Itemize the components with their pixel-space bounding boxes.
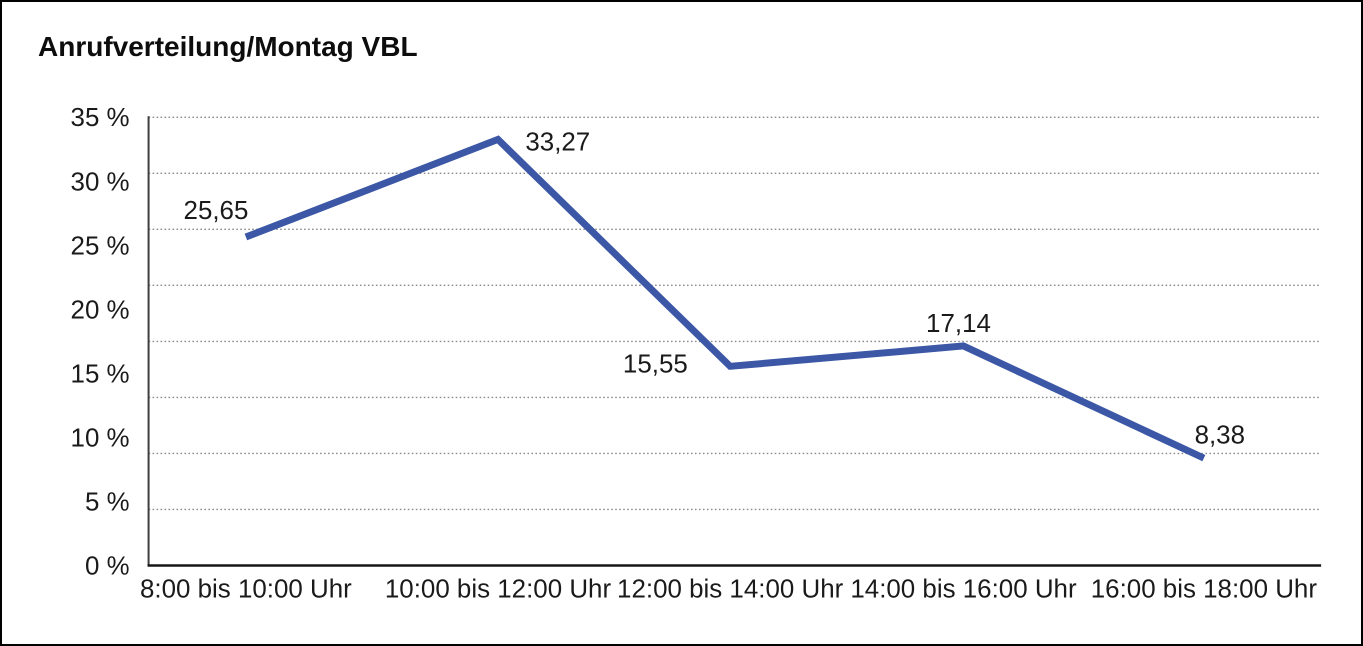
y-tick-label: 10 % [71,424,130,452]
chart-title: Anrufverteilung/Montag VBL [38,31,418,62]
x-category-label: 14:00 bis 16:00 Uhr [850,575,1077,603]
x-category-label: 16:00 bis 18:00 Uhr [1091,575,1318,603]
y-tick-label: 25 % [71,232,130,260]
data-label: 17,14 [926,310,991,338]
y-tick-label: 5 % [85,488,130,516]
y-tick-label: 0 % [85,552,130,580]
y-tick-label: 30 % [71,168,130,196]
x-category-label: 10:00 bis 12:00 Uhr [385,575,612,603]
data-label: 25,65 [184,197,249,225]
y-tick-label: 35 % [71,104,130,132]
y-tick-label: 15 % [71,360,130,388]
series-line [244,135,1206,462]
y-tick-label: 20 % [71,296,130,324]
data-label: 15,55 [623,350,688,378]
x-category-label: 12:00 bis 14:00 Uhr [617,575,844,603]
data-label: 33,27 [525,128,590,156]
data-label: 8,38 [1195,421,1245,449]
x-category-label: 8:00 bis 10:00 Uhr [140,575,352,603]
